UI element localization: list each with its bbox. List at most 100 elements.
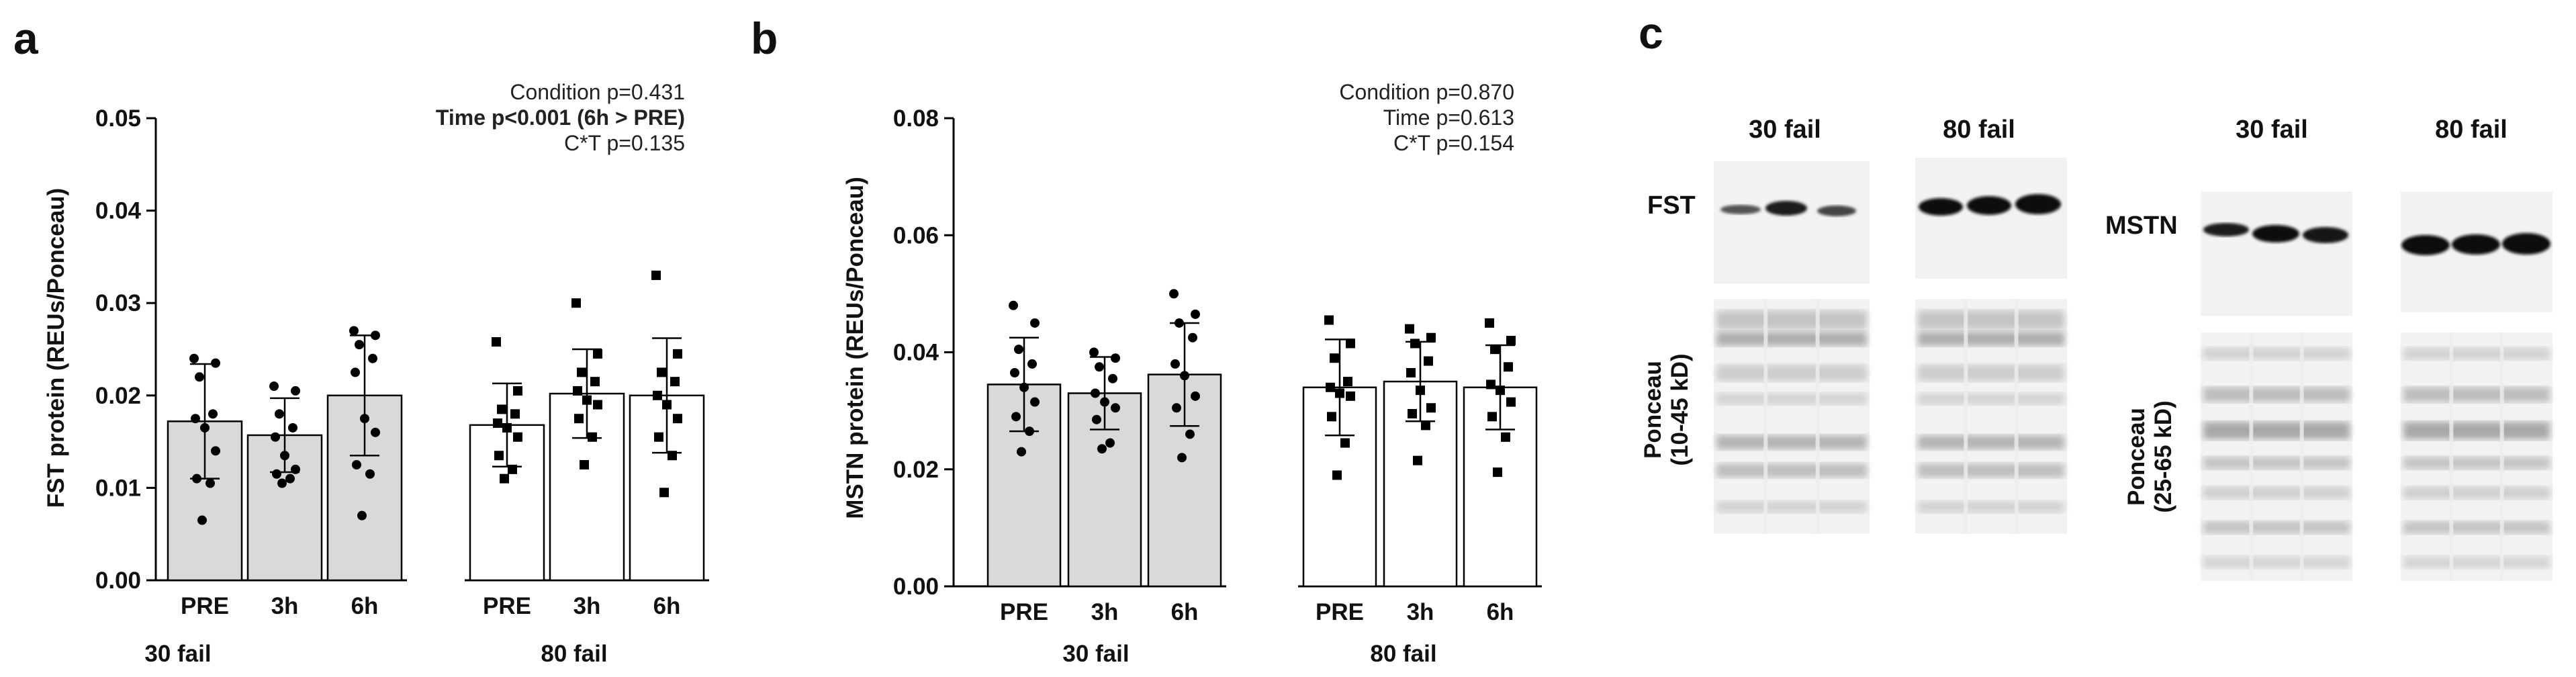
panel-b-bar-30-fail-pre-point xyxy=(1010,367,1019,377)
panel-a-bar-30-fail-3h-point xyxy=(285,473,295,484)
panel-a-bar-30-fail-6h-point xyxy=(355,340,364,350)
blot-ponceau-left-80-fail-band xyxy=(1918,463,2064,478)
blot-mstn-30-fail xyxy=(2201,191,2352,316)
panel-b-bar-30-fail-pre-point xyxy=(1019,382,1029,392)
panel-b-bar-80-fail-pre-point xyxy=(1326,382,1335,392)
blot-ponceau-right-30-fail-band xyxy=(2203,347,2350,360)
blot-ponceau-right-range: (25-65 kD) xyxy=(2150,400,2176,512)
panel-a-y-tick-label: 0.00 xyxy=(95,568,141,594)
panel-a-bar-80-fail-6h-point xyxy=(659,488,669,498)
blot-ponceau-left-80-fail xyxy=(1915,299,2067,534)
blot-mstn-30-fail-background xyxy=(2201,191,2352,316)
panel-b-chart: b Condition p=0.870 Time p=0.613 C*T p=0… xyxy=(751,13,1542,667)
panel-a-bar-30-fail-3h-point xyxy=(291,386,300,396)
blot-ponceau-left-80-fail-band xyxy=(1918,501,2064,513)
panel-b-stat-time: Time p=0.613 xyxy=(1383,105,1514,130)
blot-ponceau-right-80-fail-band xyxy=(2403,387,2550,402)
panel-a-bar-80-fail-pre-point xyxy=(513,432,522,442)
panel-a-bar-80-fail-3h-point xyxy=(593,400,602,410)
panel-b-bar-30-fail-6h-label: 6h xyxy=(1171,599,1199,625)
panel-a-bar-80-fail-pre-point xyxy=(494,451,504,461)
panel-a-bar-30-fail-6h-point xyxy=(365,469,375,479)
panel-a-bar-30-fail-3h-point xyxy=(277,478,287,488)
panel-b-bar-80-fail-6h-point xyxy=(1490,345,1500,355)
panel-b-bar-80-fail-3h-point xyxy=(1406,367,1416,377)
blot-ponceau-left-30-fail-band xyxy=(1716,332,1867,346)
panel-a-bar-30-fail-3h-label: 3h xyxy=(271,593,299,619)
blot-ponceau-right-30-fail xyxy=(2201,332,2352,581)
panel-b-y-axis-label: MSTN protein (REUs/Ponceau) xyxy=(842,177,868,518)
blot-fst-80-fail-background xyxy=(1915,158,2067,279)
blot-right-group-30-fail: 30 fail xyxy=(2236,116,2308,144)
panel-b-bar-30-fail-3h-point xyxy=(1105,438,1115,448)
panel-a-bar-80-fail-6h-point xyxy=(673,414,682,424)
blot-ponceau-left-30-fail-band xyxy=(1716,501,1867,513)
panel-b-bar-80-fail-3h-point xyxy=(1416,386,1425,396)
blot-fst-80-fail-band xyxy=(2015,194,2061,214)
panel-a-y-axis-label: FST protein (REUs/Ponceau) xyxy=(43,188,69,508)
panel-b-bar-80-fail-pre-point xyxy=(1343,377,1352,387)
panel-a-bar-80-fail-3h-point xyxy=(577,367,586,377)
panel-b-bar-30-fail-3h-point xyxy=(1111,353,1120,363)
panel-a-bar-30-fail-pre-point xyxy=(192,473,201,484)
panel-b-bar-30-fail-6h-point xyxy=(1175,318,1184,328)
panel-b-bar-80-fail-3h-point xyxy=(1410,338,1420,349)
panel-a-stat-condition: Condition p=0.431 xyxy=(510,80,685,104)
blot-ponceau-left-label: Ponceau xyxy=(1640,361,1666,459)
blot-fst-80-fail-band xyxy=(1919,198,1963,216)
panel-a-bar-30-fail-3h-point xyxy=(280,451,289,461)
blot-ponceau-left-80-fail-band xyxy=(1918,365,2064,381)
panel-a-bar-30-fail-6h-point xyxy=(349,326,359,336)
panel-b-bar-30-fail-3h-point xyxy=(1091,388,1100,398)
panel-a-bar-30-fail-pre-point xyxy=(200,422,210,433)
panel-b-bar-30-fail-pre-point xyxy=(1030,318,1040,328)
panel-b-bar-80-fail-3h-point xyxy=(1421,420,1430,431)
panel-b-bar-80-fail-6h-point xyxy=(1506,397,1516,407)
blot-ponceau-left-30-fail-band xyxy=(1716,365,1867,381)
panel-a-bar-30-fail-pre-point xyxy=(197,515,207,525)
panel-b-bar-30-fail-3h-point xyxy=(1092,414,1101,424)
panel-b-bar-30-fail-pre-point xyxy=(1011,412,1021,422)
panel-a-bar-30-fail-pre-point xyxy=(205,478,215,488)
panel-a-bar-80-fail-3h-point xyxy=(582,395,592,405)
blot-mstn-80-fail xyxy=(2401,191,2552,312)
panel-a-bar-80-fail-pre-point xyxy=(513,386,522,396)
panel-b-bar-30-fail-6h-point xyxy=(1169,289,1179,299)
panel-b-group-label-80-fail: 80 fail xyxy=(1370,641,1436,667)
panel-a-bar-80-fail-pre-point xyxy=(500,473,509,484)
panel-a-bar-30-fail-pre-point xyxy=(208,409,218,419)
panel-b-y-tick-label: 0.08 xyxy=(893,105,939,132)
blot-ponceau-right-30-fail-band xyxy=(2203,486,2350,499)
panel-b-bars: PRE 3h 6h PRE 3h 6h xyxy=(986,289,1538,625)
blot-mstn-30-fail-band xyxy=(2252,225,2299,242)
panel-a-bar-80-fail-6h-point xyxy=(670,377,680,387)
blot-ponceau-left-80-fail-band xyxy=(1918,393,2064,405)
panel-a-bar-30-fail-pre-point xyxy=(211,358,220,368)
panel-a-bar-80-fail-pre-point xyxy=(493,418,502,428)
panel-a-stat-time: Time p<0.001 (6h > PRE) xyxy=(436,105,685,130)
panel-a-bar-80-fail-pre-point xyxy=(510,409,520,419)
panel-a-bar-30-fail-3h-point xyxy=(288,422,297,433)
panel-a-bar-80-fail-3h-point xyxy=(593,349,602,359)
panel-a-letter: a xyxy=(13,13,39,63)
panel-a-bar-30-fail-pre-point xyxy=(191,414,200,424)
blot-mstn-label: MSTN xyxy=(2105,212,2178,240)
panel-a-bar-30-fail-6h-point xyxy=(368,353,377,363)
panel-a-bar-80-fail-pre-point xyxy=(502,422,512,433)
panel-b-bar-30-fail-3h-point xyxy=(1095,362,1104,372)
blot-images xyxy=(1714,158,2552,581)
panel-a-bar-30-fail-6h-label: 6h xyxy=(351,593,379,619)
panel-b-bar-30-fail-pre-point xyxy=(1027,359,1037,369)
panel-a-bar-30-fail-6h-point xyxy=(351,367,360,377)
blot-fst-30-fail-background xyxy=(1714,161,1870,283)
blot-mstn-30-fail-band xyxy=(2303,227,2348,243)
panel-b-bar-80-fail-3h-point xyxy=(1405,324,1414,334)
panel-b-bar-80-fail-3h-point xyxy=(1426,332,1436,343)
blot-ponceau-left-80-fail-band xyxy=(1918,435,2064,449)
blot-ponceau-left-80-fail-band xyxy=(1918,310,2064,330)
panel-a-bar-30-fail-6h-point xyxy=(371,330,380,341)
panel-b-bar-80-fail-6h-point xyxy=(1486,379,1496,390)
blot-ponceau-left-30-fail xyxy=(1714,299,1870,534)
panel-b-bar-30-fail-3h-point xyxy=(1097,444,1107,454)
